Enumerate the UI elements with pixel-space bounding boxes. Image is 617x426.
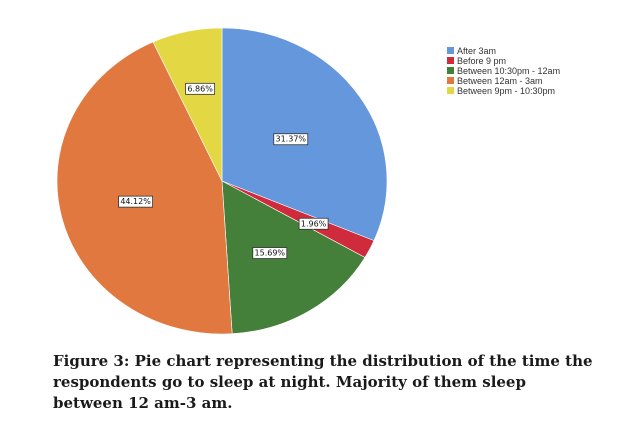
slice-value-label: 31.37% [276, 135, 307, 144]
slice-value-label-box [298, 217, 329, 230]
pie-slice-between-12am-3am [56, 41, 233, 335]
pie-slice-between-9pm-10-30pm [152, 27, 223, 182]
pie-chart: 31.37% 1.96% 15.69% 44.12% 6.86% After 3am Be… [56, 27, 560, 335]
pie-slice-labels: 31.37% 1.96% 15.69% 44.12% 6.86% [118, 82, 329, 259]
slice-value-label-box [273, 133, 309, 146]
pie-slices [56, 27, 388, 335]
legend-swatch [447, 87, 454, 94]
pie-slice-between-10-30pm-12am [221, 180, 366, 335]
slice-value-label: 6.86% [187, 84, 213, 93]
legend-label: Before 9 pm [457, 56, 506, 66]
slice-value-label: 1.96% [301, 219, 327, 228]
slice-value-label-box [252, 247, 288, 259]
slice-value-label: 44.12% [120, 197, 151, 206]
legend-swatch [447, 47, 454, 54]
legend-swatch [447, 77, 454, 84]
slice-value-label-box [185, 82, 216, 95]
slice-value-label-box [118, 195, 153, 208]
pie-chart-svg: 31.37%1.96%15.69%44.12%6.86% After 3amBe… [56, 27, 560, 335]
legend-label: Between 10:30pm - 12am [457, 66, 560, 76]
legend-label: Between 9pm - 10:30pm [457, 86, 555, 96]
legend-swatch [447, 57, 454, 64]
legend-label: After 3am [457, 46, 496, 56]
slice-value-label: 15.69% [255, 249, 286, 258]
legend-swatch [447, 67, 454, 74]
legend-label: Between 12am - 3am [457, 76, 543, 86]
figure-caption: Figure 3: Pie chart representing the dis… [53, 352, 593, 412]
